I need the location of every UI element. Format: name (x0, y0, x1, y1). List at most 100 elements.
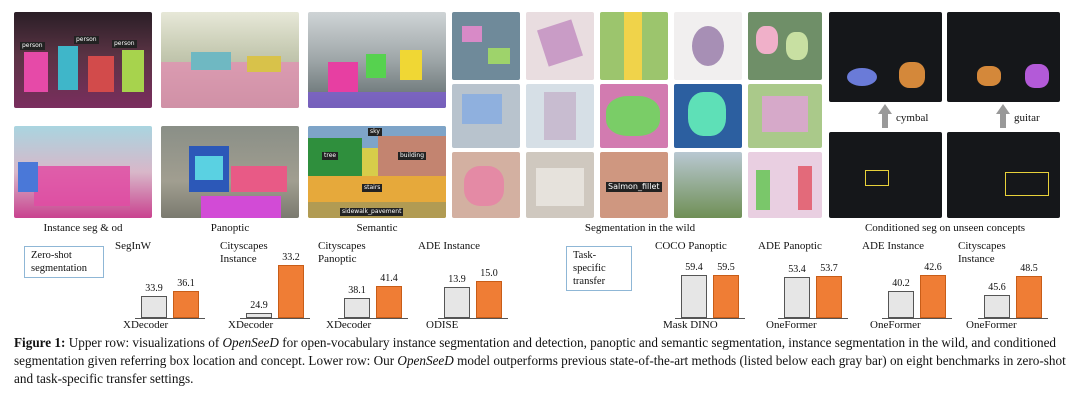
wild-image (452, 152, 520, 218)
baseline-value: 13.9 (448, 273, 466, 285)
baseline-method-label: XDecoder (228, 319, 274, 331)
caption-part2: for open-vocabulary instance segmentatio… (14, 335, 1057, 368)
baseline-value: 53.4 (788, 264, 806, 276)
wild-image (600, 84, 668, 148)
benchmark-chart: Cityscapes Instance 45.6 48.5 OneFormer (958, 240, 1068, 340)
tag-sky: sky (368, 128, 382, 136)
openseed-value: 36.1 (177, 278, 195, 289)
label-conditioned: Conditioned seg on unseen concepts (864, 222, 1026, 234)
chart-title: ADE Instance (418, 240, 481, 252)
baseline-bar (344, 298, 370, 318)
instance-seg-image-top: person person person (14, 12, 152, 108)
openseed-value: 59.5 (717, 261, 735, 273)
tag-stairs: stairs (362, 184, 383, 192)
caption-label: Figure 1: (14, 335, 66, 350)
baseline-bar (681, 274, 707, 318)
wild-image (526, 84, 594, 148)
openseed-bar (376, 285, 402, 318)
baseline-value: 40.2 (892, 277, 910, 289)
tag-person: person (112, 40, 137, 48)
openseed-value: 42.6 (924, 262, 942, 274)
openseed-value: 41.4 (380, 272, 398, 284)
chart-title: COCO Panoptic (655, 240, 727, 252)
arrow-up-icon (882, 114, 888, 128)
openseed-bar (1016, 276, 1042, 318)
panoptic-image-bottom (161, 126, 299, 218)
label-instance-seg: Instance seg & od (43, 222, 123, 234)
openseed-bar (173, 291, 199, 318)
conditioned-image-bottom-left (829, 132, 942, 218)
wild-image (600, 12, 668, 80)
baseline-method-label: OneFormer (966, 319, 1017, 331)
baseline-method-label: ODISE (426, 319, 459, 331)
task-specific-group-label: Task-specific transfer (566, 246, 632, 291)
wild-image (674, 12, 742, 80)
chart-title: ADE Instance (862, 240, 925, 252)
baseline-value: 24.9 (250, 299, 268, 311)
chart-baseline (438, 318, 508, 319)
label-panoptic: Panoptic (210, 222, 250, 234)
chart-title: ADE Panoptic (758, 240, 822, 252)
tag-person: person (20, 42, 45, 50)
caption-model-name: OpenSeeD (397, 353, 454, 368)
baseline-method-label: XDecoder (326, 319, 372, 331)
chart-baseline (135, 318, 205, 319)
benchmark-chart: Cityscapes Panoptic 38.1 41.4 XDecoder (318, 240, 428, 340)
tag-sidewalk: sidewalk_pavement (340, 208, 404, 216)
baseline-method-label: Mask DINO (663, 319, 718, 331)
instance-seg-image-bottom (14, 126, 152, 218)
arrow-up-icon (996, 104, 1010, 114)
chart-baseline (978, 318, 1048, 319)
baseline-bar (888, 290, 914, 318)
chart-title: Cityscapes Panoptic (318, 240, 366, 265)
conditioned-image-bottom-right (947, 132, 1060, 218)
openseed-value: 33.2 (282, 251, 300, 263)
tag-building: building (398, 152, 427, 160)
chart-title: Cityscapes Instance (220, 240, 268, 265)
caption-part3: model outperforms previous state-of-the-… (14, 353, 1066, 386)
label-guitar: guitar (1014, 112, 1040, 124)
caption-model-name: OpenSeeD (222, 335, 279, 350)
baseline-value: 59.4 (685, 261, 703, 273)
benchmark-chart: ADE Instance 13.9 15.0 ODISE (418, 240, 528, 340)
openseed-value: 48.5 (1020, 263, 1038, 275)
wild-image (674, 84, 742, 148)
label-semantic: Semantic (356, 222, 398, 234)
wild-image (526, 152, 594, 218)
tag-tree: tree (322, 152, 339, 160)
chart-baseline (338, 318, 408, 319)
baseline-bar (141, 295, 167, 318)
openseed-bar (713, 274, 739, 318)
label-cymbal: cymbal (896, 112, 929, 124)
wild-image: Salmon_fillet (600, 152, 668, 218)
baseline-value: 33.9 (145, 282, 163, 294)
label-in-the-wild: Segmentation in the wild (584, 222, 696, 234)
chart-baseline (240, 318, 310, 319)
openseed-bar (476, 281, 502, 318)
arrow-up-icon (878, 104, 892, 114)
baseline-bar (246, 312, 272, 318)
baseline-value: 45.6 (988, 281, 1006, 293)
chart-title: Cityscapes Instance (958, 240, 1006, 265)
semantic-image-bottom: sky tree building stairs sidewalk_paveme… (308, 126, 446, 218)
benchmark-chart: SegInW 33.9 36.1 XDecoder (115, 240, 225, 340)
wild-image (526, 12, 594, 80)
zero-shot-group-label: Zero-shot segmentation (24, 246, 104, 278)
chart-baseline (675, 318, 745, 319)
openseed-value: 53.7 (820, 263, 838, 275)
baseline-bar (784, 277, 810, 318)
tag-salmon: Salmon_fillet (606, 182, 662, 192)
baseline-bar (444, 286, 470, 318)
wild-image (674, 152, 742, 218)
baseline-method-label: OneFormer (870, 319, 921, 331)
chart-title: SegInW (115, 240, 152, 252)
semantic-image-top (308, 12, 446, 108)
tag-person: person (74, 36, 99, 44)
openseed-bar (278, 264, 304, 318)
wild-image (748, 12, 822, 80)
caption-part1: Upper row: visualizations of (65, 335, 223, 350)
baseline-value: 38.1 (348, 285, 366, 297)
arrow-up-icon (1000, 114, 1006, 128)
baseline-method-label: OneFormer (766, 319, 817, 331)
baseline-bar (984, 294, 1010, 318)
